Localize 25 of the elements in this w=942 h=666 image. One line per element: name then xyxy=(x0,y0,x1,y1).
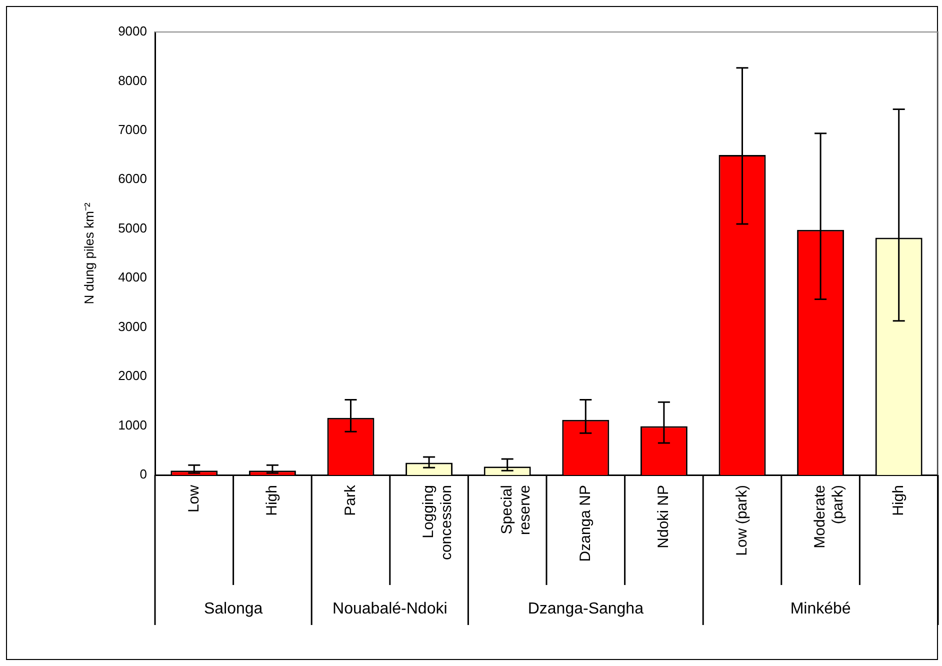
x-tick-label: Dzanga NP xyxy=(576,485,594,562)
y-tick-label: 9000 xyxy=(118,24,147,39)
y-tick-label: 1000 xyxy=(118,417,147,432)
x-tick-label: Logging concession xyxy=(420,485,456,560)
x-tick-label: Special reserve xyxy=(498,485,534,536)
x-tick-label: Ndoki NP xyxy=(655,485,672,548)
text: Dzanga-Sangha xyxy=(528,600,644,618)
y-tick-label: 4000 xyxy=(118,270,147,285)
y-tick-label: 6000 xyxy=(118,171,147,186)
y-tick-label: 2000 xyxy=(118,368,147,384)
y-tick-label: 8000 xyxy=(118,72,147,88)
y-tick-label: 3000 xyxy=(118,318,147,334)
x-tick-label: High xyxy=(264,485,281,516)
text: Salonga xyxy=(204,600,263,618)
text: Minkébé xyxy=(790,600,851,618)
x-tick-label: High xyxy=(890,485,907,516)
x-tick-label: Moderate (park) xyxy=(812,484,847,548)
x-tick-label: Low (park) xyxy=(733,485,750,556)
y-tick-label: 0 xyxy=(140,466,147,482)
y-tick-label: 5000 xyxy=(118,220,147,236)
y-axis-title: N dung piles km⁻² xyxy=(81,202,96,304)
x-tick-label: Low xyxy=(185,484,202,513)
y-tick-label: 7000 xyxy=(118,122,147,138)
x-tick-label: Park xyxy=(342,484,359,516)
text: Nouabalé-Ndoki xyxy=(332,600,448,618)
